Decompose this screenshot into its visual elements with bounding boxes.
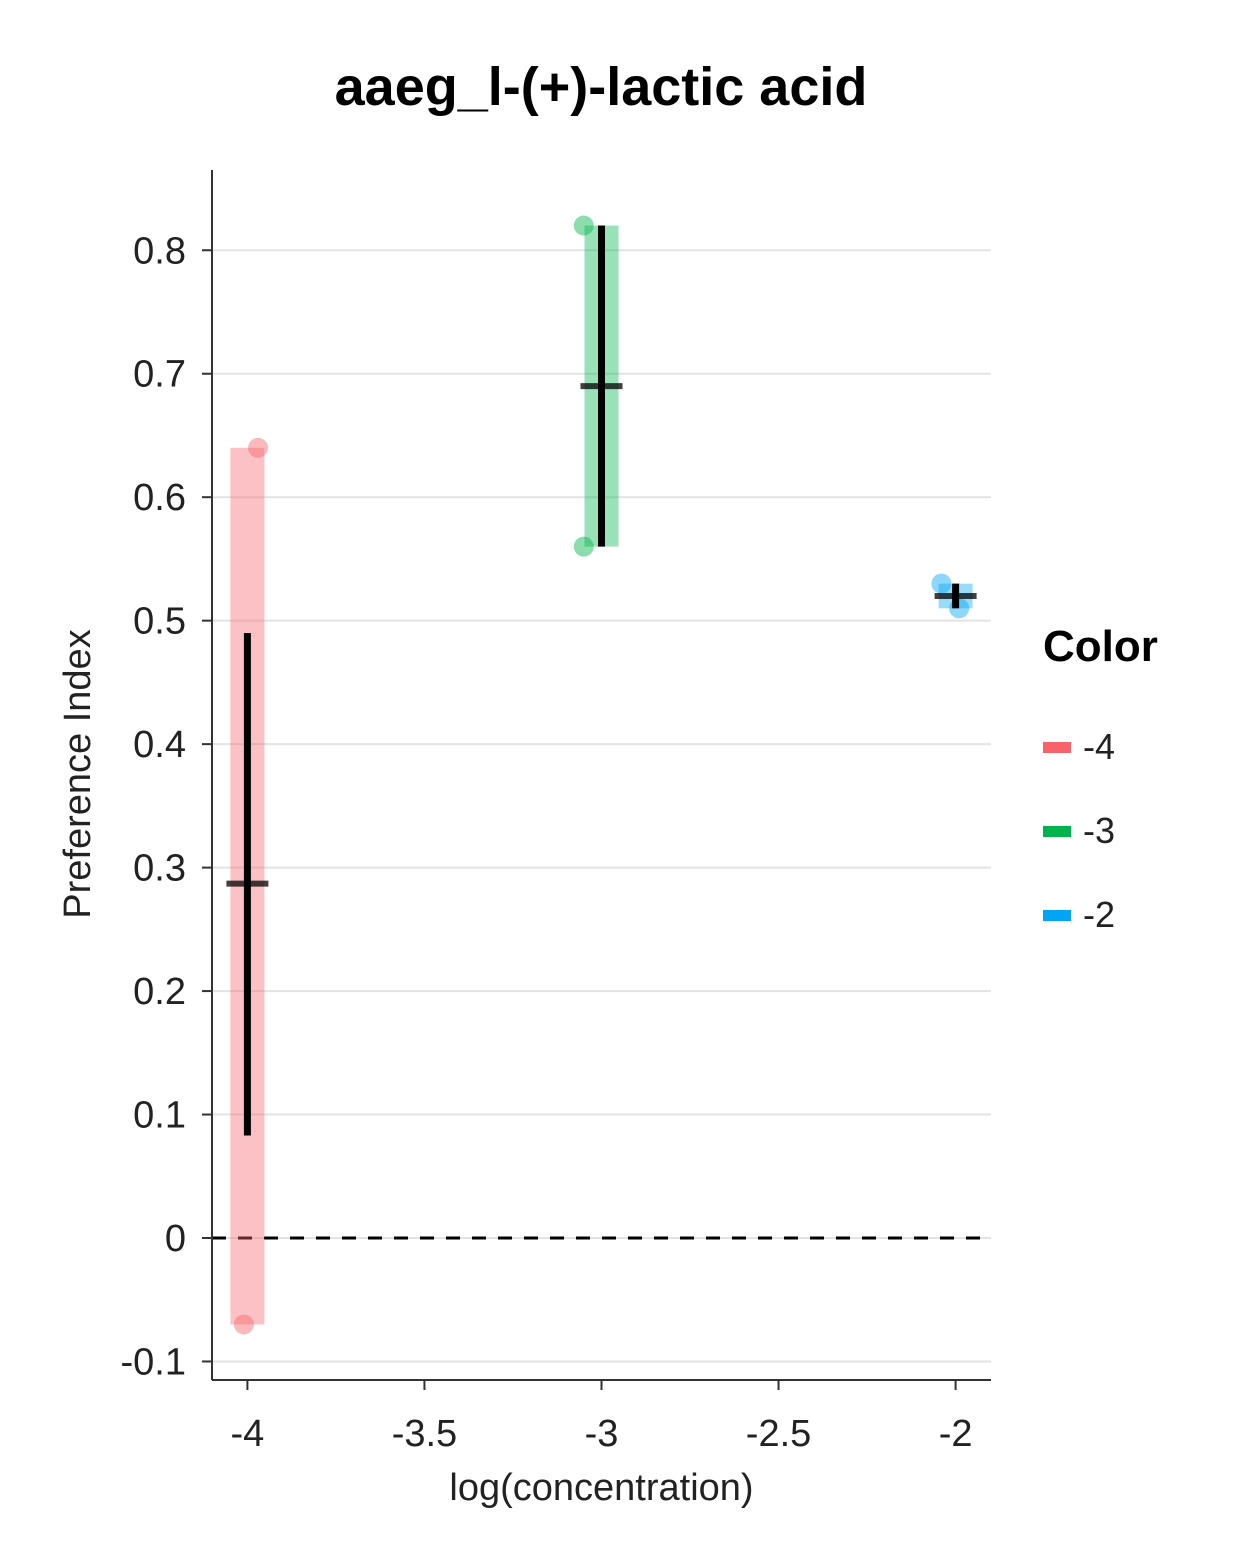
y-axis-label: Preference Index [57, 629, 99, 918]
legend-item: -2 [1043, 870, 1158, 960]
marks-layer [226, 215, 977, 1335]
legend-swatch-green [1043, 825, 1071, 837]
series-group [573, 215, 623, 557]
y-tick-label: 0.1 [133, 1095, 186, 1137]
legend-swatch-red [1043, 741, 1071, 753]
x-tick-label: -3 [585, 1413, 619, 1455]
y-tick-label: 0.8 [133, 230, 186, 272]
chart-title: aaeg_l-(+)-lactic acid [334, 57, 868, 117]
y-tick-label: 0.5 [133, 601, 186, 643]
data-point [233, 1314, 254, 1335]
data-point [931, 573, 952, 594]
y-tick-label: 0.7 [133, 354, 186, 396]
y-tick-label: -0.1 [121, 1341, 186, 1383]
x-tick-label: -2.5 [746, 1413, 811, 1455]
legend: Color -4 -3 -2 [1043, 622, 1158, 960]
y-tick-label: 0 [165, 1218, 186, 1260]
legend-title: Color [1043, 622, 1158, 671]
y-tick-label: 0.6 [133, 477, 186, 519]
data-point [573, 536, 594, 557]
y-tick-label: 0.2 [133, 971, 186, 1013]
x-tick-label: -4 [231, 1413, 265, 1455]
legend-item: -3 [1043, 786, 1158, 876]
legend-item: -4 [1043, 702, 1158, 792]
data-point [573, 215, 594, 236]
y-tick-label: 0.3 [133, 848, 186, 890]
x-axis-label: log(concentration) [449, 1467, 753, 1509]
x-tick-label: -3.5 [392, 1413, 457, 1455]
series-group [931, 573, 977, 619]
legend-label: -4 [1083, 726, 1116, 767]
axes-layer: -0.1 0 0.1 0.2 0.3 0.4 0.5 0.6 0.7 0.8 -4 -3.5 -3 -2.… [121, 170, 991, 1455]
legend-label: -2 [1083, 894, 1116, 935]
legend-swatch-blue [1043, 909, 1071, 921]
x-tick-label: -2 [939, 1413, 973, 1455]
series-group [226, 437, 269, 1335]
legend-label: -3 [1083, 810, 1116, 851]
data-point [248, 437, 269, 458]
y-tick-label: 0.4 [133, 724, 186, 766]
